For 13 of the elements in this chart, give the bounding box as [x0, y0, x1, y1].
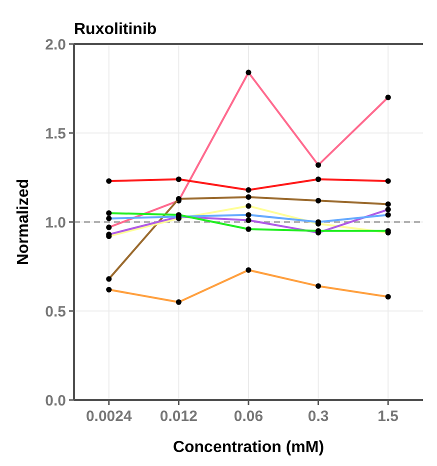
- y-tick-label: 1.5: [45, 125, 66, 142]
- x-tick-label: 0.012: [160, 408, 198, 425]
- y-tick-label: 0.5: [45, 303, 66, 320]
- y-tick-label: 2.0: [45, 36, 66, 54]
- y-axis-title: Normalized: [15, 178, 32, 266]
- chart-title: Ruxolitinib: [74, 21, 157, 38]
- x-tick-label: 0.06: [234, 408, 264, 425]
- x-tick-label: 0.0024: [86, 408, 132, 425]
- y-tick-label: 1.0: [45, 214, 66, 232]
- x-axis-title: Concentration (mM): [172, 439, 324, 456]
- x-tick-label: 1.5: [378, 408, 399, 425]
- y-tick-label: 0.0: [45, 392, 66, 410]
- x-tick-label: 0.3: [308, 408, 329, 425]
